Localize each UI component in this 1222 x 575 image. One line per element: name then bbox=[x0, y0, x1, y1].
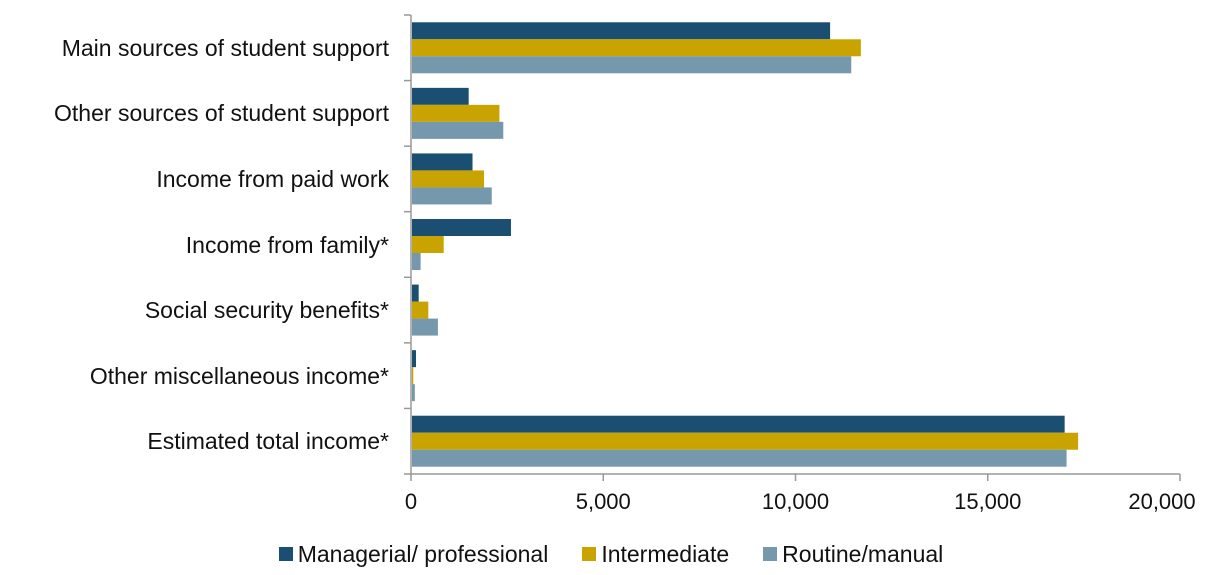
bar-6-series-3 bbox=[412, 384, 415, 402]
bar-4-series-2 bbox=[412, 236, 444, 253]
bar-2-series-3 bbox=[412, 121, 504, 139]
legend-swatch-3 bbox=[763, 547, 778, 561]
bar-1-series-2 bbox=[412, 39, 861, 57]
legend: Managerial/ professional Intermediate Rout… bbox=[0, 538, 1222, 570]
bar-3-series-3 bbox=[412, 187, 492, 205]
category-label-3: Income from paid work bbox=[156, 165, 389, 192]
bar-7-series-3 bbox=[412, 449, 1067, 467]
bar-6-series-1 bbox=[412, 350, 416, 368]
legend-swatch-1 bbox=[278, 547, 293, 561]
bar-1-series-3 bbox=[412, 56, 852, 74]
category-label-7: Estimated total income* bbox=[147, 428, 389, 455]
bar-3-series-1 bbox=[412, 153, 473, 171]
category-label-1: Main sources of student support bbox=[61, 34, 389, 61]
legend-entry-1: Managerial/ professional bbox=[278, 540, 549, 568]
category-label-4: Income from family* bbox=[185, 231, 389, 258]
bar-5-series-1 bbox=[412, 284, 419, 302]
bar-7-series-2 bbox=[412, 432, 1079, 450]
x-tick-label-4: 15,000 bbox=[954, 489, 1022, 514]
legend-entry-2: Intermediate bbox=[582, 541, 729, 568]
bar-2-series-2 bbox=[412, 104, 500, 122]
bar-6-series-2 bbox=[412, 367, 414, 385]
category-label-2: Other sources of student support bbox=[54, 100, 389, 127]
bar-7-series-1 bbox=[412, 415, 1065, 433]
x-tick-label-5: 20,000 bbox=[1128, 489, 1196, 514]
bar-5-series-3 bbox=[412, 318, 438, 336]
bar-4-series-3 bbox=[412, 253, 421, 270]
x-tick-label-2: 5,000 bbox=[575, 489, 631, 514]
bar-4-series-1 bbox=[412, 219, 511, 236]
legend-label-1: Managerial/ professional bbox=[297, 540, 549, 567]
bar-1-series-1 bbox=[412, 22, 831, 40]
legend-swatch-2 bbox=[582, 547, 597, 561]
bar-2-series-1 bbox=[412, 87, 469, 105]
bar-3-series-2 bbox=[412, 170, 485, 188]
x-tick-label-1: 0 bbox=[404, 489, 418, 514]
legend-label-3: Routine/manual bbox=[782, 540, 944, 567]
legend-label-2: Intermediate bbox=[601, 540, 730, 567]
x-tick-label-3: 10,000 bbox=[761, 489, 830, 514]
category-label-6: Other miscellaneous income* bbox=[89, 362, 389, 389]
legend-entry-3: Routine/manual bbox=[763, 541, 943, 568]
bar-5-series-2 bbox=[412, 301, 429, 319]
category-label-5: Social security benefits* bbox=[144, 297, 389, 324]
